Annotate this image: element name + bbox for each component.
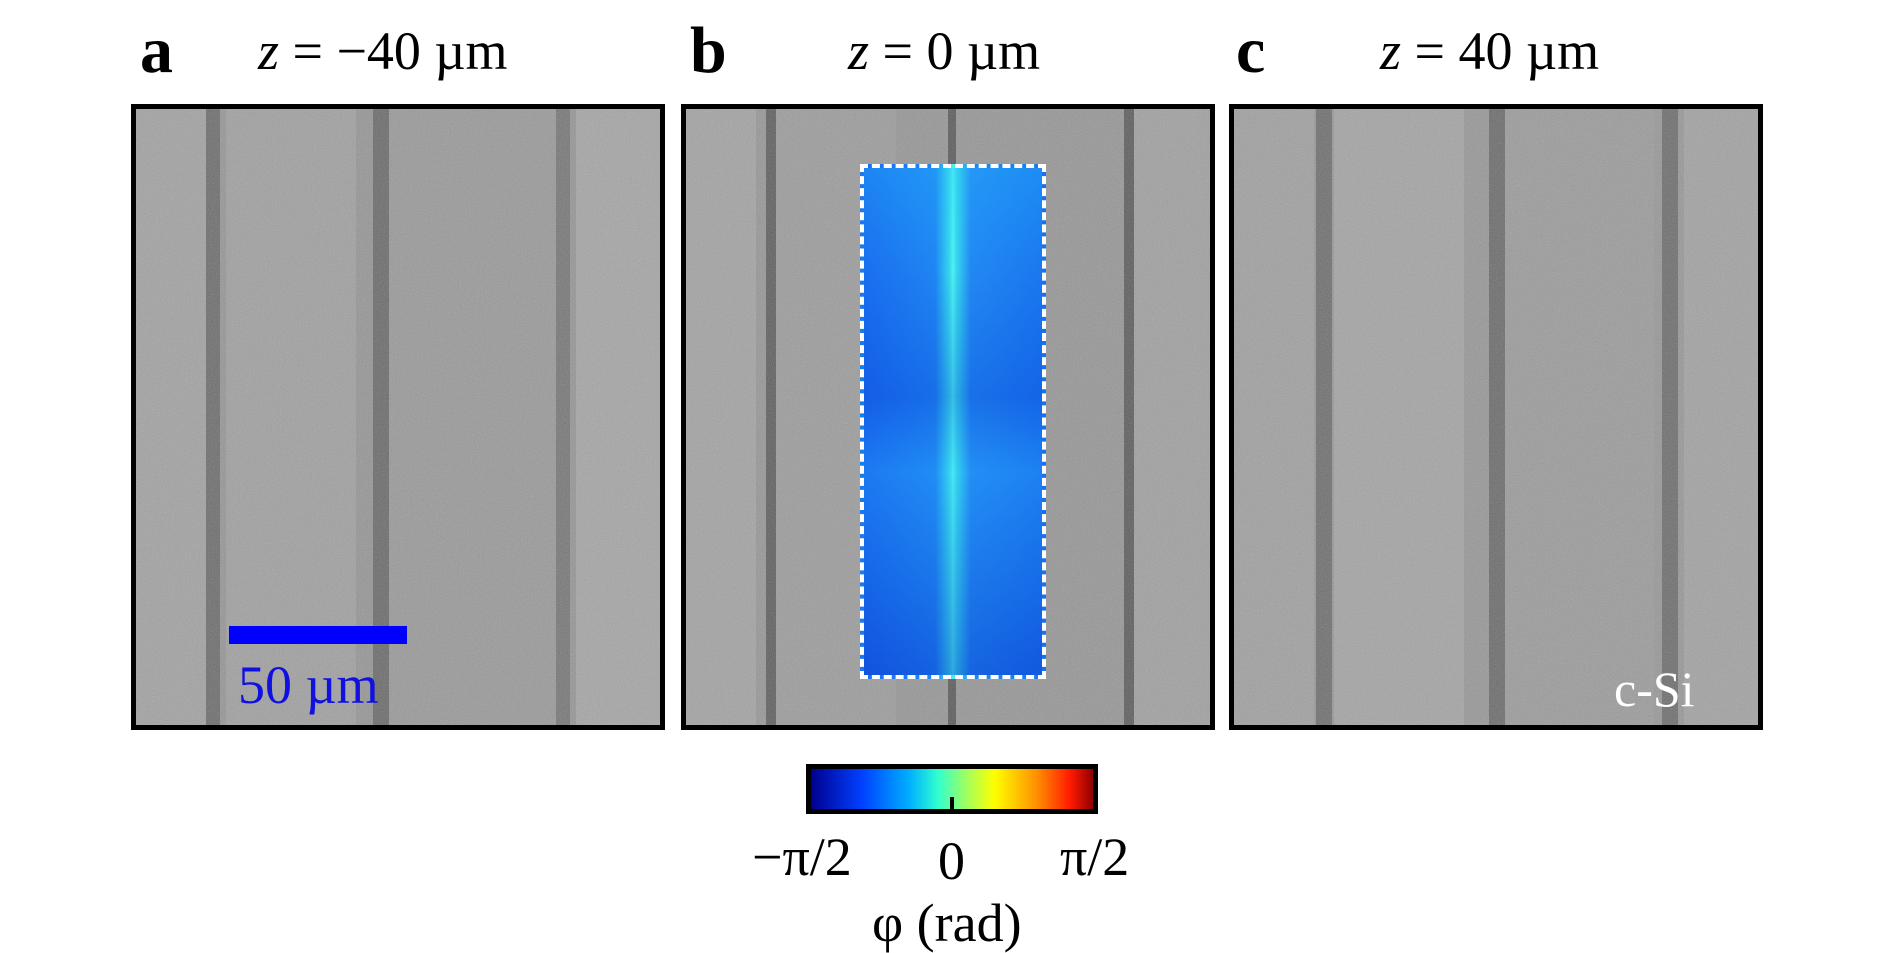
panel-c-image: [1229, 104, 1763, 730]
depth-value: = 0 µm: [869, 21, 1041, 81]
panel-a-letter: a: [140, 14, 173, 87]
panel-a-depth-label: z = −40 µm: [258, 24, 508, 78]
depth-value: = 40 µm: [1401, 21, 1600, 81]
phase-map-shading: [864, 168, 1042, 675]
colorbar-title: φ (rad): [872, 893, 1022, 953]
phase-map-region: [860, 164, 1046, 679]
panel-c-letter: c: [1236, 14, 1266, 87]
scale-bar: [229, 626, 407, 644]
panel-b-letter: b: [690, 14, 727, 87]
panel-a-texture: [136, 109, 660, 725]
z-variable: z: [848, 21, 870, 81]
depth-value: = −40 µm: [279, 21, 508, 81]
material-label: c-Si: [1614, 661, 1695, 717]
colorbar-zero-tick: [950, 797, 954, 809]
panel-c-texture: [1234, 109, 1758, 725]
panel-b-depth-label: z = 0 µm: [848, 24, 1040, 78]
colorbar-mid-label: 0: [938, 831, 965, 891]
scale-bar-label: 50 µm: [238, 655, 379, 715]
z-variable: z: [258, 21, 280, 81]
colorbar-max-label: π/2: [1060, 827, 1130, 887]
colorbar-min-label: −π/2: [752, 827, 852, 887]
panel-c-depth-label: z = 40 µm: [1380, 24, 1599, 78]
panel-a-image: [131, 104, 665, 730]
z-variable: z: [1380, 21, 1402, 81]
